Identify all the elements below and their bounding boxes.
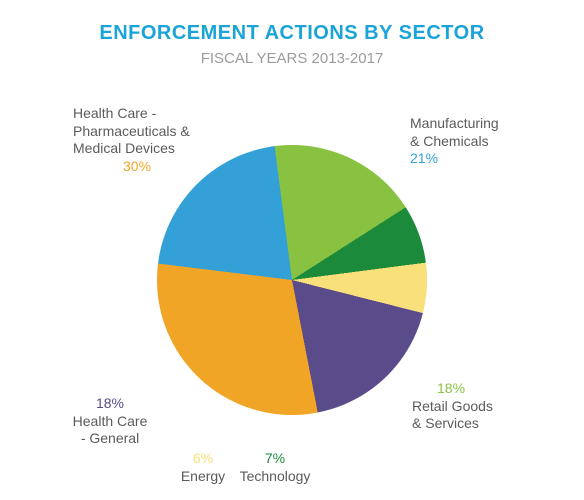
label-text: Energy [181,468,225,484]
chart-subtitle: FISCAL YEARS 2013-2017 [0,50,584,67]
slice-percent: 7% [265,450,285,468]
slice-percent: 6% [193,450,213,468]
label-text: Health Care [73,413,148,429]
label-text: Technology [240,468,311,484]
slice-percent: 18% [96,395,124,413]
slice-label-manufacturing: Manufacturing & Chemicals 21% [410,115,499,168]
slice-label-energy: 6% Energy [181,450,225,485]
label-text: & Chemicals [410,133,489,149]
slice-label-retail: 18% Retail Goods & Services [412,380,493,433]
label-text: Pharmaceuticals & [73,123,190,139]
label-text: Manufacturing [410,115,499,131]
label-text: Retail Goods [412,398,493,414]
pie-chart-container: ENFORCEMENT ACTIONS BY SECTOR FISCAL YEA… [0,0,584,500]
chart-title: ENFORCEMENT ACTIONS BY SECTOR [0,22,584,45]
pie-chart [157,145,427,415]
slice-percent: 21% [410,150,438,168]
slice-percent: 18% [437,380,465,398]
label-text: & Services [412,415,479,431]
slice-label-hc-general: 18% Health Care - General [73,395,148,448]
label-text: Medical Devices [73,140,175,156]
label-text: Health Care - [73,105,156,121]
label-text: - General [81,430,139,446]
slice-percent: 30% [123,158,151,176]
slice-label-technology: 7% Technology [240,450,311,485]
slice-label-hc-pharma: Health Care - Pharmaceuticals & Medical … [73,105,190,175]
